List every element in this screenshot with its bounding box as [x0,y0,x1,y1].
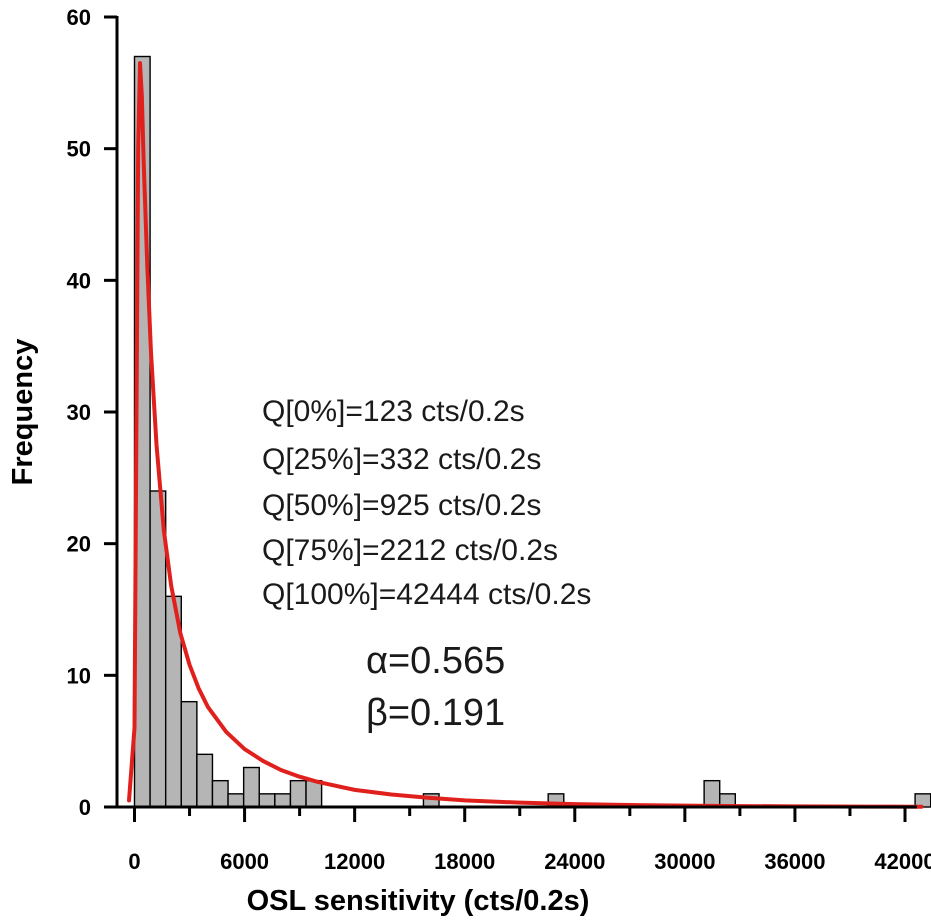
histogram-bar [242,766,260,808]
histogram-bar [227,793,245,808]
y-tick-label: 30 [67,400,91,425]
beta-parameter-label: β=0.191 [366,692,505,734]
alpha-parameter-label: α=0.565 [366,640,505,682]
x-tick-label: 12000 [324,849,385,874]
quantile-75-label: Q[75%]=2212 cts/0.2s [262,534,558,567]
histogram-bar [180,700,198,808]
histogram-bar [305,779,323,808]
x-tick-label: 0 [128,849,140,874]
fit-curve [127,61,924,809]
x-tick-label: 36000 [764,849,825,874]
y-tick-label: 20 [67,532,91,557]
quantile-25-label: Q[25%]=332 cts/0.2s [262,443,541,476]
histogram-bar [258,793,276,808]
histogram-bar [196,753,214,808]
y-tick-label: 10 [67,663,91,688]
y-axis-title: Frequency [7,339,39,486]
y-tick-label: 40 [67,268,91,293]
x-tick-label: 6000 [220,849,269,874]
ticks-layer: 0 10 20 30 40 50 60 0 6000 12000 18000 24000 30000 36… [67,5,931,874]
histogram-bar [274,793,292,808]
x-tick-label: 42000 [874,849,931,874]
quantile-0-label: Q[0%]=123 cts/0.2s [262,395,525,428]
x-tick-label: 30000 [654,849,715,874]
histogram-bar [289,779,307,808]
quantile-100-label: Q[100%]=42444 cts/0.2s [262,578,591,611]
x-tick-label: 24000 [544,849,605,874]
histogram-bar [211,779,229,808]
y-tick-label: 60 [67,5,91,30]
quantile-50-label: Q[50%]=925 cts/0.2s [262,489,541,522]
y-tick-label: 0 [79,795,91,820]
x-tick-label: 18000 [434,849,495,874]
x-axis-title: OSL sensitivity (cts/0.2s) [247,885,590,917]
bars-layer [133,55,931,808]
y-tick-label: 50 [67,137,91,162]
histogram-bar [703,779,721,808]
